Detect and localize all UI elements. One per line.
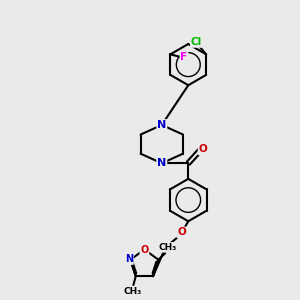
Text: CH₃: CH₃	[124, 287, 142, 296]
Text: O: O	[177, 227, 186, 237]
Text: CH₃: CH₃	[158, 243, 176, 252]
Text: N: N	[157, 120, 167, 130]
Text: N: N	[157, 158, 167, 168]
Text: F: F	[180, 52, 188, 62]
Text: O: O	[140, 244, 148, 254]
Text: N: N	[125, 254, 133, 264]
Text: Cl: Cl	[191, 37, 202, 47]
Text: O: O	[199, 144, 207, 154]
